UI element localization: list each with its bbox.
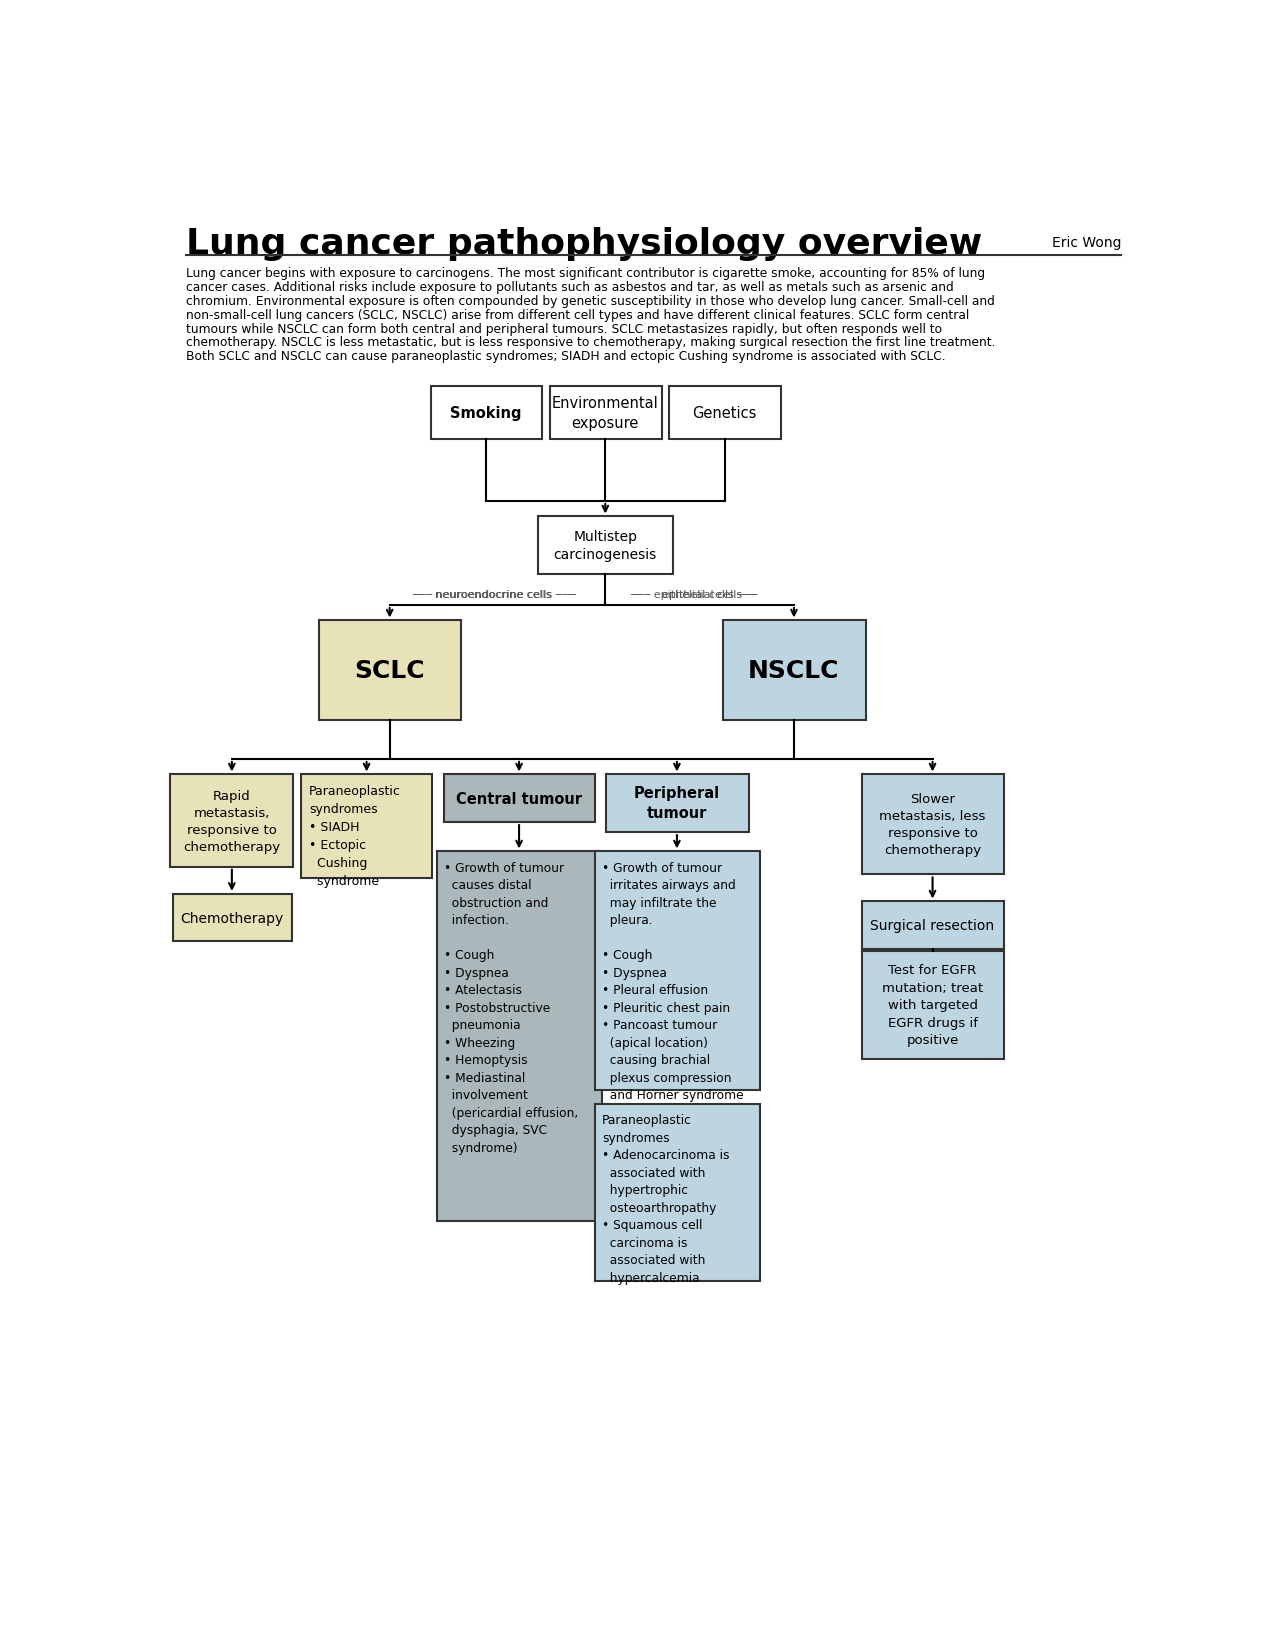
Text: cancer cases. Additional risks include exposure to pollutants such as asbestos a: cancer cases. Additional risks include e… (186, 280, 954, 293)
Text: Central tumour: Central tumour (456, 791, 583, 806)
Text: Slower
metastasis, less
responsive to
chemotherapy: Slower metastasis, less responsive to ch… (880, 793, 986, 857)
Text: NSCLC: NSCLC (748, 659, 840, 682)
Text: Eric Wong: Eric Wong (1052, 236, 1121, 249)
Text: Rapid
metastasis,
responsive to
chemotherapy: Rapid metastasis, responsive to chemothe… (184, 789, 280, 854)
Text: chromium. Environmental exposure is often compounded by genetic susceptibility i: chromium. Environmental exposure is ofte… (186, 295, 994, 308)
Text: Both SCLC and NSCLC can cause paraneoplastic syndromes; SIADH and ectopic Cushin: Both SCLC and NSCLC can cause paraneopla… (186, 349, 945, 363)
Text: Paraneoplastic
syndromes
• Adenocarcinoma is
  associated with
  hypertrophic
  : Paraneoplastic syndromes • Adenocarcinom… (602, 1114, 729, 1284)
Text: ─── epithelial cells ───: ─── epithelial cells ─── (630, 590, 757, 600)
Bar (723, 621, 866, 722)
Text: • Growth of tumour
  irritates airways and
  may infiltrate the
  pleura.

• Cou: • Growth of tumour irritates airways and… (602, 862, 743, 1101)
Bar (445, 775, 594, 822)
Text: Paraneoplastic
syndromes
• SIADH
• Ectopic
  Cushing
  syndrome: Paraneoplastic syndromes • SIADH • Ectop… (309, 784, 400, 887)
Bar (594, 852, 760, 1091)
Text: neuroendocrine cells: neuroendocrine cells (436, 590, 552, 600)
Text: Environmental
exposure: Environmental exposure (552, 396, 659, 430)
Text: ─── neuroendocrine cells ───: ─── neuroendocrine cells ─── (412, 590, 576, 600)
Text: • Growth of tumour
  causes distal
  obstruction and
  infection.

• Cough
• Dys: • Growth of tumour causes distal obstruc… (445, 862, 579, 1154)
Text: Genetics: Genetics (692, 405, 757, 420)
Bar (301, 775, 432, 878)
Bar (436, 852, 602, 1221)
Text: Lung cancer begins with exposure to carcinogens. The most significant contributo: Lung cancer begins with exposure to carc… (186, 267, 984, 280)
Bar (550, 387, 662, 440)
Bar (606, 775, 748, 832)
Text: tumours while NSCLC can form both central and peripheral tumours. SCLC metastasi: tumours while NSCLC can form both centra… (186, 323, 942, 336)
Text: Test for EGFR
mutation; treat
with targeted
EGFR drugs if
positive: Test for EGFR mutation; treat with targe… (882, 964, 983, 1046)
Text: epithelial cells: epithelial cells (662, 590, 742, 600)
Text: Surgical resection: Surgical resection (871, 918, 994, 933)
Text: Smoking: Smoking (450, 405, 521, 420)
Bar (431, 387, 542, 440)
Text: Multistep
carcinogenesis: Multistep carcinogenesis (553, 529, 657, 562)
Text: Peripheral
tumour: Peripheral tumour (634, 786, 720, 821)
Bar (172, 895, 292, 943)
Text: Lung cancer pathophysiology overview: Lung cancer pathophysiology overview (186, 227, 982, 260)
Bar (538, 517, 673, 575)
Text: SCLC: SCLC (354, 659, 425, 682)
Bar (862, 901, 1005, 949)
Text: non-small-cell lung cancers (SCLC, NSCLC) arise from different cell types and ha: non-small-cell lung cancers (SCLC, NSCLC… (186, 308, 969, 321)
Bar (669, 387, 780, 440)
Bar (594, 1104, 760, 1280)
Text: Chemotherapy: Chemotherapy (180, 911, 283, 925)
Bar (171, 775, 293, 867)
Bar (862, 951, 1005, 1060)
Bar (319, 621, 462, 722)
Bar (862, 775, 1005, 875)
Text: chemotherapy. NSCLC is less metastatic, but is less responsive to chemotherapy, : chemotherapy. NSCLC is less metastatic, … (186, 336, 996, 349)
